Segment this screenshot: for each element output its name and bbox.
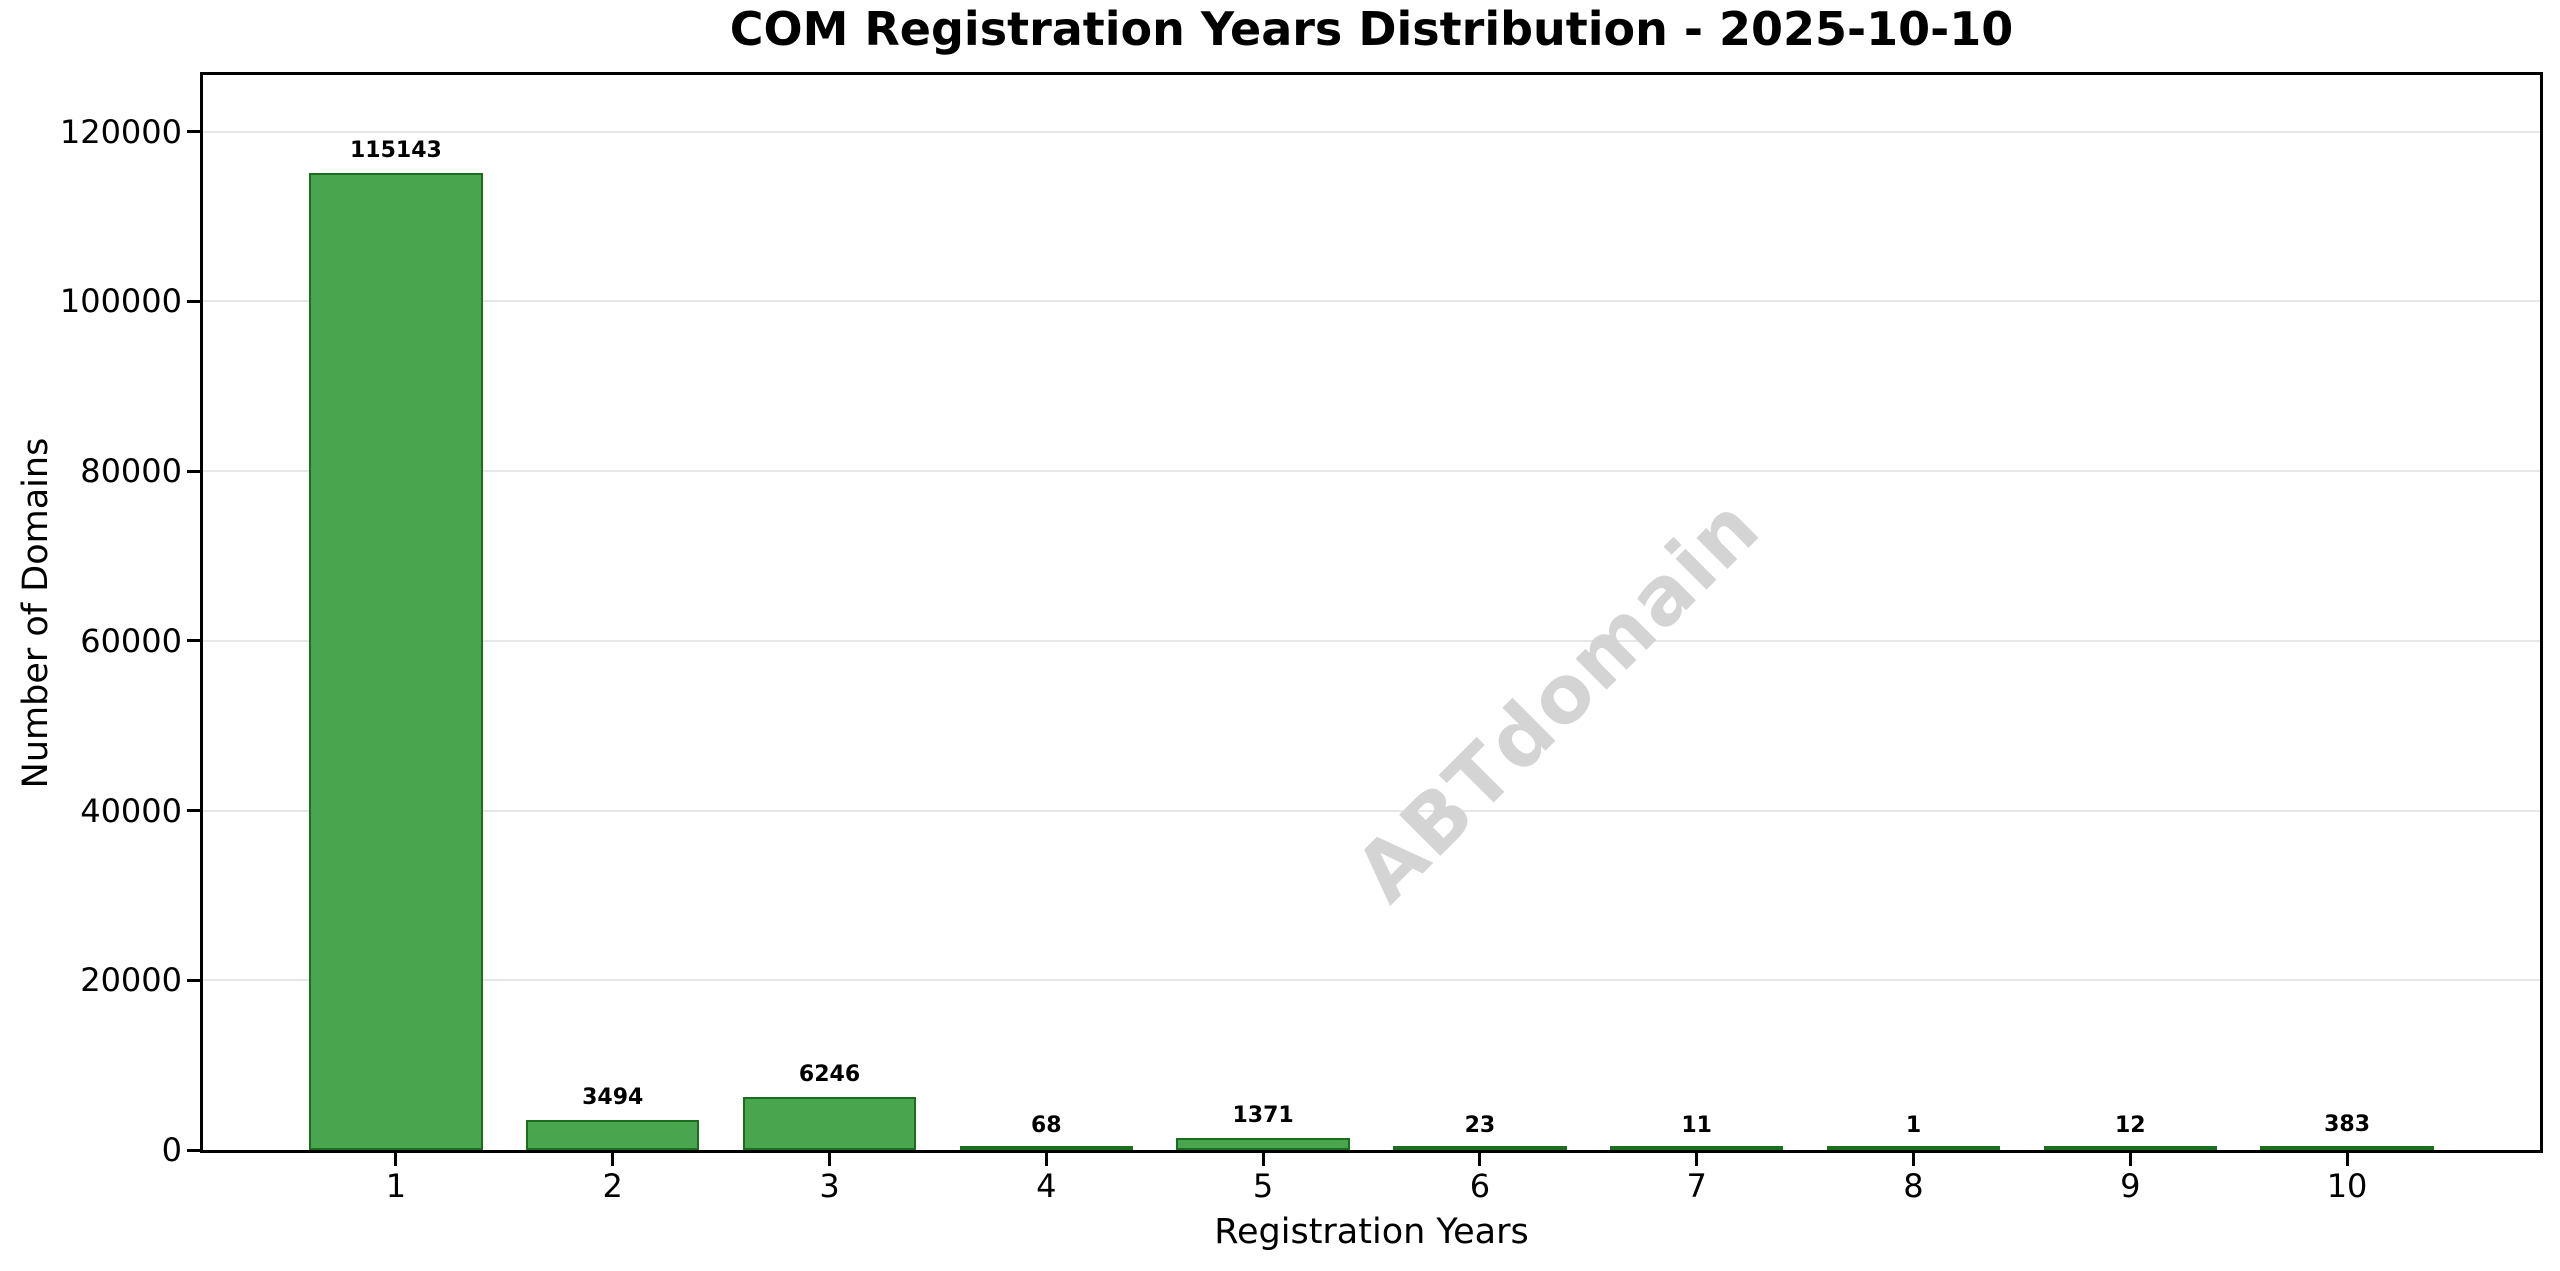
bar <box>309 172 483 1150</box>
x-axis-tick <box>2345 1153 2349 1166</box>
chart-title: COM Registration Years Distribution - 20… <box>729 2 2014 56</box>
bar-value-label: 12 <box>2114 1112 2146 1138</box>
bar <box>2043 1146 2217 1150</box>
x-axis-tick-label: 5 <box>1252 1167 1274 1205</box>
x-axis-tick-label: 10 <box>2326 1167 2368 1205</box>
y-axis-tick-label: 0 <box>161 1131 182 1169</box>
bar <box>1609 1146 1784 1150</box>
bar-value-label: 68 <box>1031 1112 1062 1138</box>
y-axis-tick-label: 120000 <box>59 112 182 151</box>
y-axis-tick-label: 20000 <box>80 961 182 1000</box>
x-axis-tick-label: 6 <box>1469 1167 1491 1205</box>
x-axis-tick <box>1695 1153 1699 1166</box>
watermark-text: ABTdomain <box>1337 479 1778 920</box>
y-axis-tick-label: 100000 <box>59 282 182 321</box>
y-axis-tick <box>187 469 200 473</box>
bar <box>742 1097 917 1150</box>
x-axis-tick <box>1478 1153 1482 1166</box>
y-axis-tick <box>187 809 200 812</box>
y-axis-tick-label: 40000 <box>80 791 182 830</box>
bar <box>1176 1138 1350 1150</box>
bar-value-label: 1371 <box>1232 1103 1294 1129</box>
gridline <box>203 300 2540 303</box>
y-axis-tick-label: 80000 <box>80 452 182 490</box>
x-axis-tick-label: 4 <box>1036 1167 1057 1205</box>
x-axis-tick <box>1261 1153 1265 1166</box>
x-axis-tick-label: 2 <box>602 1167 623 1205</box>
plot-area: ABTdomain 115143 3494 6246 68 1371 23 11 1 12 383 <box>200 72 2543 1153</box>
y-axis-tick-label: 60000 <box>80 621 182 660</box>
x-axis-tick-label: 1 <box>385 1167 407 1205</box>
x-axis-tick-label: 3 <box>819 1167 840 1205</box>
y-axis-tick <box>187 978 200 982</box>
bar-value-label: 115143 <box>350 137 442 163</box>
bar <box>526 1120 700 1150</box>
y-axis-tick <box>187 130 200 133</box>
bar <box>2260 1146 2434 1150</box>
x-axis-tick-label: 8 <box>1903 1167 1924 1205</box>
bar <box>1826 1146 2001 1150</box>
x-axis-tick <box>2128 1153 2132 1166</box>
bar-value-label: 11 <box>1681 1112 1712 1138</box>
y-axis-tick <box>187 299 200 303</box>
bar-value-label: 383 <box>2324 1111 2371 1137</box>
bar <box>959 1146 1134 1150</box>
bar-value-label: 1 <box>1905 1112 1922 1138</box>
gridline <box>203 979 2540 982</box>
x-axis-tick <box>394 1153 398 1166</box>
x-axis-tick <box>1044 1153 1048 1166</box>
x-axis-tick-label: 9 <box>2120 1167 2141 1205</box>
x-axis-tick-label: 7 <box>1686 1167 1707 1205</box>
gridline <box>203 130 2540 133</box>
bar-value-label: 3494 <box>582 1085 644 1111</box>
gridline <box>203 809 2540 812</box>
y-axis-tick <box>187 639 200 643</box>
x-axis-tick <box>828 1153 832 1166</box>
gridline <box>203 639 2540 642</box>
x-axis-label: Registration Years <box>1214 1212 1529 1252</box>
x-axis-tick <box>611 1153 615 1166</box>
y-axis-tick <box>187 1148 200 1152</box>
bar-value-label: 6246 <box>798 1062 861 1087</box>
bar <box>1393 1146 1567 1150</box>
gridline <box>203 470 2540 472</box>
x-axis-tick <box>1911 1153 1915 1166</box>
bar-value-label: 23 <box>1464 1112 1496 1138</box>
